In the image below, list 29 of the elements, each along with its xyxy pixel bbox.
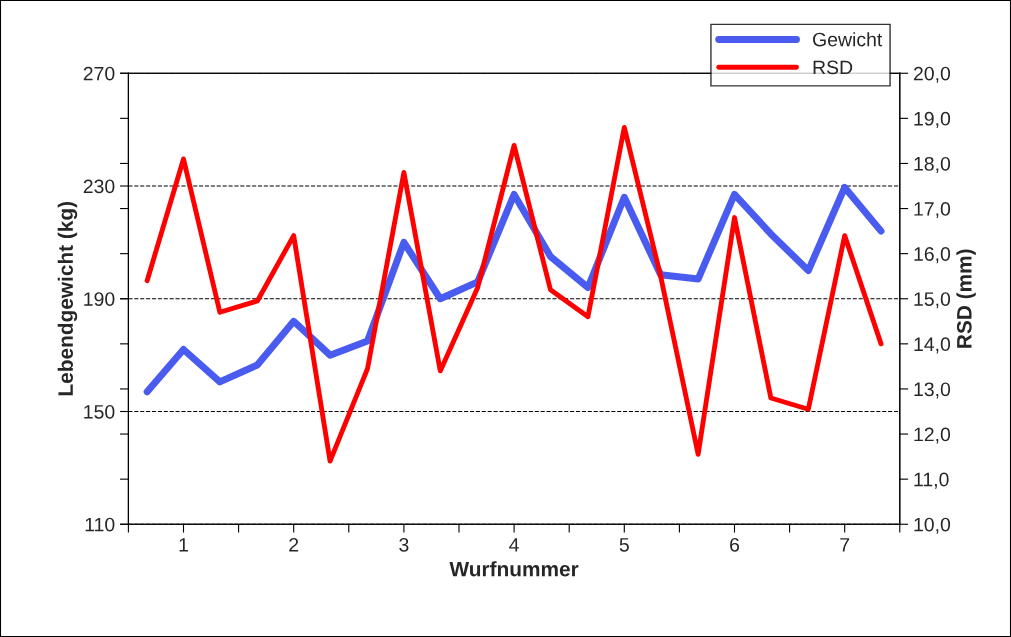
y2-tick-label: 13,0	[914, 382, 951, 399]
y-tick-label: 110	[85, 517, 115, 532]
y-tick-label: 190	[84, 292, 115, 306]
x-tick-label: 3	[399, 537, 409, 552]
y2-tick-label: 18,0	[914, 156, 951, 173]
y2-tick-label: 11,0	[914, 472, 949, 489]
y2-tick-label: 10,0	[914, 517, 951, 534]
y2-tick-label: 20,0	[913, 66, 951, 83]
y2-tick-label: 16,0	[914, 247, 951, 264]
y2-tick-label: 12,0	[914, 427, 951, 444]
legend-label: Gewicht	[813, 32, 883, 47]
x-tick-label: 2	[289, 537, 299, 552]
y2-tick-label: 15,0	[914, 292, 951, 309]
x-tick-label: 5	[619, 538, 629, 552]
y2-tick-label: 14,0	[914, 337, 951, 354]
x-tick-label: 6	[730, 537, 740, 552]
y2-tick-label: 19,0	[914, 111, 951, 128]
x-tick-label: 4	[509, 538, 519, 552]
x-tick-label: 1	[179, 538, 188, 552]
y2-axis-title: RSD (mm)	[956, 249, 976, 348]
y-axis-title: Lebendgewicht (kg)	[57, 201, 78, 396]
x-tick-label: 7	[840, 538, 850, 552]
y2-tick-label: 17,0	[914, 202, 951, 219]
x-axis-title: Wurfnummer	[449, 561, 579, 577]
line-series	[144, 124, 884, 464]
legend-label: RSD	[813, 60, 853, 75]
y-tick-label: 230	[83, 179, 115, 194]
y-tick-label: 270	[83, 66, 115, 81]
y-tick-label: 150	[84, 404, 115, 419]
